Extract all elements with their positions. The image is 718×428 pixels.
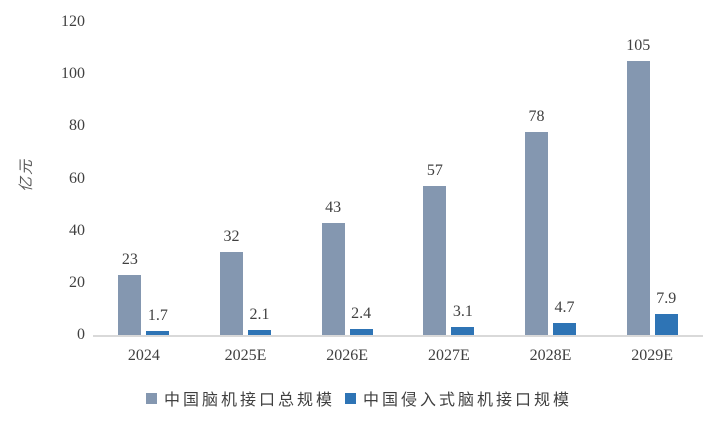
- legend-item: 中国侵入式脑机接口规模: [345, 386, 572, 410]
- bar-group: 78 4.7: [500, 22, 602, 335]
- legend: 中国脑机接口总规模 中国侵入式脑机接口规模: [0, 386, 718, 410]
- y-tick-label: 40: [69, 221, 85, 239]
- x-tick-label: 2025E: [224, 347, 267, 364]
- bar-value-label: 23: [121, 251, 138, 269]
- bar: 32: [220, 228, 243, 335]
- bar: 57: [423, 163, 447, 335]
- bar: 43: [321, 199, 345, 335]
- legend-swatch-icon: [345, 392, 356, 404]
- bar-group: 32 2.1: [195, 22, 297, 335]
- bar-value-label: 7.9: [656, 290, 677, 308]
- x-axis-ticks: 2024 2025E 2026E 2027E 2028E 2029E: [93, 347, 703, 365]
- bar: 23: [118, 252, 142, 335]
- bar-group: 23 1.7: [93, 22, 195, 335]
- bar: 2.4: [349, 305, 373, 335]
- y-tick-label: 80: [69, 117, 85, 135]
- bar-value-label: 32: [223, 227, 240, 245]
- legend-swatch-icon: [145, 392, 157, 404]
- bar: 105: [626, 38, 650, 335]
- y-tick-label: 120: [61, 13, 85, 30]
- x-tick-label: 2027E: [427, 347, 470, 364]
- bar: 2.1: [248, 306, 271, 335]
- bar-value-label: 78: [528, 107, 545, 125]
- bar-group: 43 2.4: [296, 22, 398, 335]
- x-tick-label: 2026E: [326, 347, 369, 364]
- bar: 78: [525, 108, 549, 335]
- plot-area: 23 1.7 32 2.1 43 2.4 57 3.1 78 4.7 105 7.9: [93, 22, 703, 337]
- legend-label: 中国侵入式脑机接口规模: [363, 392, 573, 409]
- bar-value-label: 1.7: [147, 306, 168, 324]
- y-tick-label: 20: [69, 273, 85, 291]
- bar-group: 57 3.1: [398, 22, 500, 335]
- y-axis-ticks: 0 20 40 60 80 100 120: [0, 14, 85, 343]
- bar-group: 105 7.9: [601, 22, 703, 335]
- legend-label: 中国脑机接口总规模: [163, 392, 335, 409]
- y-tick-label: 60: [69, 169, 85, 187]
- bar: 7.9: [654, 291, 678, 335]
- x-tick-label: 2024: [127, 347, 160, 364]
- bar-value-label: 2.1: [249, 305, 270, 323]
- x-tick-label: 2029E: [631, 347, 674, 364]
- bar-value-label: 105: [626, 37, 651, 55]
- bar: 3.1: [451, 303, 475, 335]
- y-tick-label: 0: [77, 326, 85, 343]
- bar-value-label: 43: [325, 198, 342, 216]
- bar-value-label: 2.4: [351, 304, 372, 322]
- bar-value-label: 57: [426, 162, 443, 180]
- y-tick-label: 100: [61, 65, 85, 83]
- legend-item: 中国脑机接口总规模: [145, 386, 335, 410]
- bar: 1.7: [146, 307, 170, 335]
- bar: 4.7: [553, 299, 577, 335]
- x-tick-label: 2028E: [529, 347, 572, 364]
- bar-value-label: 3.1: [452, 302, 473, 320]
- bar-value-label: 4.7: [554, 298, 575, 316]
